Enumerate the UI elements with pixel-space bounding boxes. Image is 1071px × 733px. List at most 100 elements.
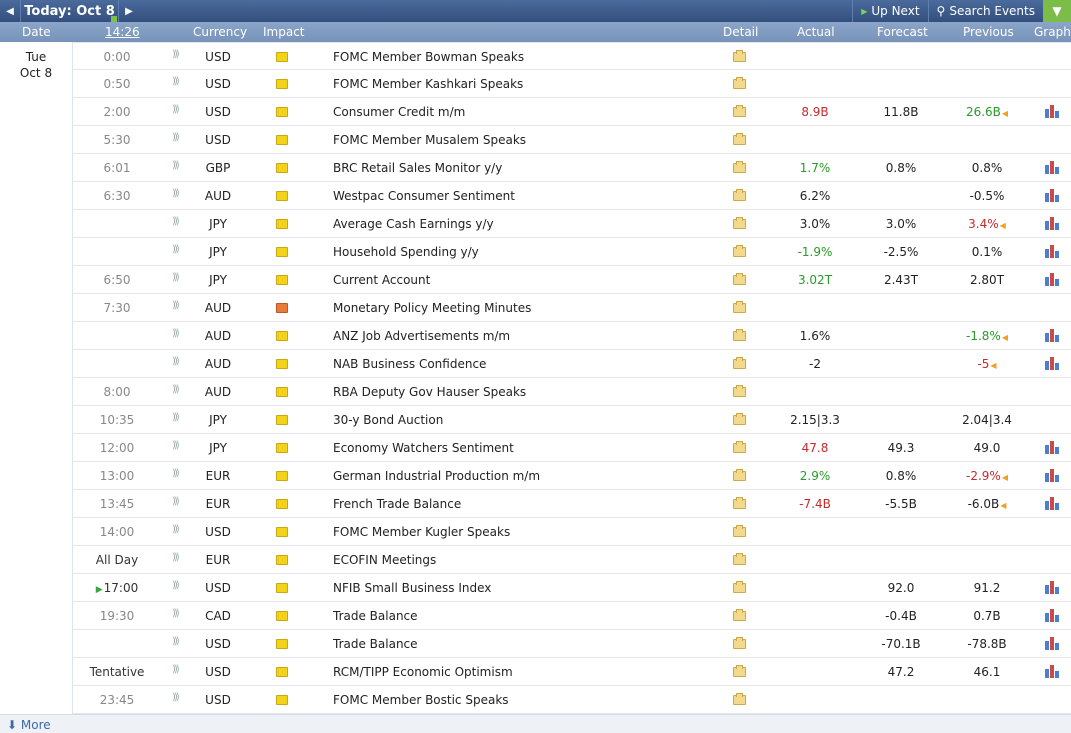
detail-folder-icon[interactable] xyxy=(733,245,746,257)
event-title[interactable]: 30-y Bond Auction xyxy=(333,413,444,427)
graph-icon[interactable] xyxy=(1044,637,1060,650)
detail-folder-icon[interactable] xyxy=(733,385,746,397)
detail-folder-icon[interactable] xyxy=(733,273,746,285)
sound-alert-icon[interactable]: ))) xyxy=(172,300,180,311)
graph-icon[interactable] xyxy=(1044,189,1060,202)
event-row[interactable]: 13:45))) EUR French Trade Balance -7.4B -5.5… xyxy=(73,490,1071,518)
graph-icon[interactable] xyxy=(1044,469,1060,482)
graph-icon[interactable] xyxy=(1044,161,1060,174)
event-row[interactable]: ))) AUD ANZ Job Advertisements m/m 1.6% -1.8… xyxy=(73,322,1071,350)
prev-day-button[interactable]: ◀ xyxy=(0,0,21,22)
event-row[interactable]: 13:00))) EUR German Industrial Production … xyxy=(73,462,1071,490)
event-title[interactable]: FOMC Member Bowman Speaks xyxy=(333,50,525,64)
graph-icon[interactable] xyxy=(1044,105,1060,118)
event-row[interactable]: 8:00))) AUD RBA Deputy Gov Hauser Speaks xyxy=(73,378,1071,406)
event-title[interactable]: RCM/TIPP Economic Optimism xyxy=(333,665,513,679)
event-title[interactable]: ECOFIN Meetings xyxy=(333,553,437,567)
graph-icon[interactable] xyxy=(1044,217,1060,230)
event-row[interactable]: ))) USD Trade Balance -70.1B -78.8B xyxy=(73,630,1071,658)
sound-alert-icon[interactable]: ))) xyxy=(172,524,180,535)
graph-icon[interactable] xyxy=(1044,273,1060,286)
sound-alert-icon[interactable]: ))) xyxy=(172,384,180,395)
sound-alert-icon[interactable]: ))) xyxy=(172,468,180,479)
event-title[interactable]: RBA Deputy Gov Hauser Speaks xyxy=(333,385,527,399)
filter-button[interactable]: ▼ xyxy=(1043,0,1071,22)
sound-alert-icon[interactable]: ))) xyxy=(172,608,180,619)
graph-icon[interactable] xyxy=(1044,581,1060,594)
event-row[interactable]: 10:35))) JPY 30-y Bond Auction 2.15|3.3 2.04… xyxy=(73,406,1071,434)
event-row[interactable]: 6:50))) JPY Current Account 3.02T 2.43T 2.80T xyxy=(73,266,1071,294)
event-title[interactable]: Trade Balance xyxy=(333,609,418,623)
sound-alert-icon[interactable]: ))) xyxy=(172,188,180,199)
detail-folder-icon[interactable] xyxy=(733,161,746,173)
event-row[interactable]: 6:01))) GBP BRC Retail Sales Monitor y/y 1.… xyxy=(73,154,1071,182)
event-row[interactable]: 12:00))) JPY Economy Watchers Sentiment 47.… xyxy=(73,434,1071,462)
sound-alert-icon[interactable]: ))) xyxy=(172,636,180,647)
sound-alert-icon[interactable]: ))) xyxy=(172,328,180,339)
detail-folder-icon[interactable] xyxy=(733,441,746,453)
event-row[interactable]: ▶17:00))) USD NFIB Small Business Index 92.… xyxy=(73,574,1071,602)
sound-alert-icon[interactable]: ))) xyxy=(172,132,180,143)
revised-icon[interactable]: ◀ xyxy=(1001,473,1008,482)
event-title[interactable]: Average Cash Earnings y/y xyxy=(333,217,494,231)
graph-icon[interactable] xyxy=(1044,665,1060,678)
event-title[interactable]: Consumer Credit m/m xyxy=(333,105,466,119)
detail-folder-icon[interactable] xyxy=(733,189,746,201)
event-row[interactable]: All Day))) EUR ECOFIN Meetings xyxy=(73,546,1071,574)
event-title[interactable]: BRC Retail Sales Monitor y/y xyxy=(333,161,503,175)
event-row[interactable]: 23:45))) USD FOMC Member Bostic Speaks xyxy=(73,686,1071,714)
event-row[interactable]: ))) JPY Household Spending y/y -1.9% -2.5% 0.… xyxy=(73,238,1071,266)
detail-folder-icon[interactable] xyxy=(733,50,746,62)
detail-folder-icon[interactable] xyxy=(733,77,746,89)
detail-folder-icon[interactable] xyxy=(733,357,746,369)
graph-icon[interactable] xyxy=(1044,329,1060,342)
sound-alert-icon[interactable]: ))) xyxy=(172,440,180,451)
event-row[interactable]: 6:30))) AUD Westpac Consumer Sentiment 6.2%… xyxy=(73,182,1071,210)
detail-folder-icon[interactable] xyxy=(733,133,746,145)
event-title[interactable]: Current Account xyxy=(333,273,431,287)
sound-alert-icon[interactable]: ))) xyxy=(172,76,180,87)
event-row[interactable]: 5:30))) USD FOMC Member Musalem Speaks xyxy=(73,126,1071,154)
detail-folder-icon[interactable] xyxy=(733,581,746,593)
revised-icon[interactable]: ◀ xyxy=(990,361,997,370)
sound-alert-icon[interactable]: ))) xyxy=(172,580,180,591)
sound-alert-icon[interactable]: ))) xyxy=(172,49,180,60)
sound-alert-icon[interactable]: ))) xyxy=(172,692,180,703)
graph-icon[interactable] xyxy=(1044,245,1060,258)
revised-icon[interactable]: ◀ xyxy=(1001,109,1009,118)
event-row[interactable]: 0:50))) USD FOMC Member Kashkari Speaks xyxy=(73,70,1071,98)
event-title[interactable]: Westpac Consumer Sentiment xyxy=(333,189,515,203)
event-title[interactable]: German Industrial Production m/m xyxy=(333,469,541,483)
graph-icon[interactable] xyxy=(1044,357,1060,370)
col-current-time[interactable]: 14:26 xyxy=(105,25,140,39)
sound-alert-icon[interactable]: ))) xyxy=(172,244,180,255)
event-title[interactable]: FOMC Member Kugler Speaks xyxy=(333,525,511,539)
event-title[interactable]: NAB Business Confidence xyxy=(333,357,487,371)
event-row[interactable]: 14:00))) USD FOMC Member Kugler Speaks xyxy=(73,518,1071,546)
event-row[interactable]: 19:30))) CAD Trade Balance -0.4B 0.7B xyxy=(73,602,1071,630)
sound-alert-icon[interactable]: ))) xyxy=(172,496,180,507)
sound-alert-icon[interactable]: ))) xyxy=(172,412,180,423)
event-row[interactable]: 2:00))) USD Consumer Credit m/m 8.9B 11.8B 26… xyxy=(73,98,1071,126)
sound-alert-icon[interactable]: ))) xyxy=(172,356,180,367)
detail-folder-icon[interactable] xyxy=(733,301,746,313)
detail-folder-icon[interactable] xyxy=(733,497,746,509)
event-title[interactable]: French Trade Balance xyxy=(333,497,462,511)
graph-icon[interactable] xyxy=(1044,497,1060,510)
detail-folder-icon[interactable] xyxy=(733,553,746,565)
detail-folder-icon[interactable] xyxy=(733,665,746,677)
sound-alert-icon[interactable]: ))) xyxy=(172,216,180,227)
event-row[interactable]: ))) AUD NAB Business Confidence -2 -5◀ xyxy=(73,350,1071,378)
graph-icon[interactable] xyxy=(1044,441,1060,454)
up-next-button[interactable]: ▶ Up Next xyxy=(852,0,927,22)
event-title[interactable]: NFIB Small Business Index xyxy=(333,581,492,595)
detail-folder-icon[interactable] xyxy=(733,105,746,117)
today-button[interactable]: Today: Oct 8 xyxy=(21,0,118,22)
revised-icon[interactable]: ◀ xyxy=(999,221,1006,230)
sound-alert-icon[interactable]: ))) xyxy=(172,664,180,675)
event-title[interactable]: ANZ Job Advertisements m/m xyxy=(333,329,511,343)
detail-folder-icon[interactable] xyxy=(733,525,746,537)
event-title[interactable]: Economy Watchers Sentiment xyxy=(333,441,514,455)
sound-alert-icon[interactable]: ))) xyxy=(172,104,180,115)
next-day-button[interactable]: ▶ xyxy=(118,0,139,22)
